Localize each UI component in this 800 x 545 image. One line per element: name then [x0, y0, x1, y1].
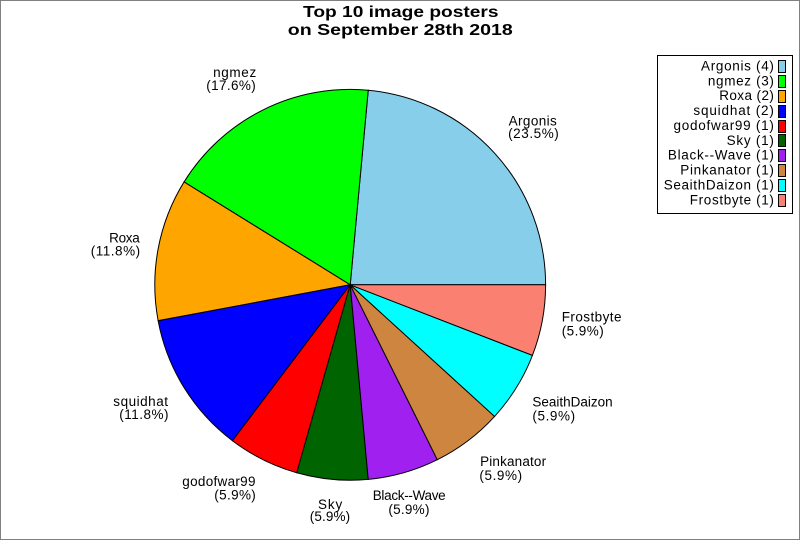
svg-text:SeaithDaizon: SeaithDaizon — [532, 395, 612, 410]
svg-text:(5.9%): (5.9%) — [214, 487, 255, 502]
svg-text:squidhat: squidhat — [113, 394, 168, 409]
svg-text:(17.6%): (17.6%) — [206, 78, 255, 93]
svg-text:ngmez: ngmez — [213, 65, 256, 80]
svg-text:Pinkanator: Pinkanator — [480, 454, 546, 469]
svg-text:Roxa (2): Roxa (2) — [719, 88, 774, 103]
svg-text:Top 10 image posters: Top 10 image posters — [303, 4, 499, 21]
svg-text:Black--Wave (1): Black--Wave (1) — [668, 148, 774, 163]
svg-text:Pinkanator (1): Pinkanator (1) — [680, 163, 774, 178]
svg-text:Sky: Sky — [318, 497, 342, 512]
svg-text:(5.9%): (5.9%) — [562, 324, 604, 339]
svg-text:(11.8%): (11.8%) — [119, 407, 168, 422]
svg-text:(5.9%): (5.9%) — [479, 468, 522, 483]
svg-text:ngmez (3): ngmez (3) — [708, 73, 774, 88]
svg-text:(5.9%): (5.9%) — [310, 509, 350, 524]
svg-text:(11.8%): (11.8%) — [91, 243, 140, 258]
svg-text:(5.9%): (5.9%) — [388, 502, 429, 517]
svg-text:Argonis (4): Argonis (4) — [701, 58, 774, 73]
svg-text:(5.9%): (5.9%) — [532, 409, 575, 424]
svg-text:squidhat (2): squidhat (2) — [693, 103, 774, 118]
svg-text:Sky (1): Sky (1) — [727, 133, 774, 148]
svg-text:Black--Wave: Black--Wave — [373, 488, 446, 503]
svg-text:godofwar99: godofwar99 — [182, 474, 255, 489]
svg-text:Argonis: Argonis — [509, 113, 557, 128]
svg-text:SeaithDaizon (1): SeaithDaizon (1) — [664, 177, 774, 192]
svg-text:Frostbyte (1): Frostbyte (1) — [690, 192, 774, 207]
svg-text:Frostbyte: Frostbyte — [562, 309, 622, 324]
svg-text:on September 28th 2018: on September 28th 2018 — [288, 22, 513, 39]
svg-text:Roxa: Roxa — [109, 231, 140, 246]
svg-text:(23.5%): (23.5%) — [508, 126, 559, 141]
svg-text:godofwar99 (1): godofwar99 (1) — [674, 118, 774, 133]
